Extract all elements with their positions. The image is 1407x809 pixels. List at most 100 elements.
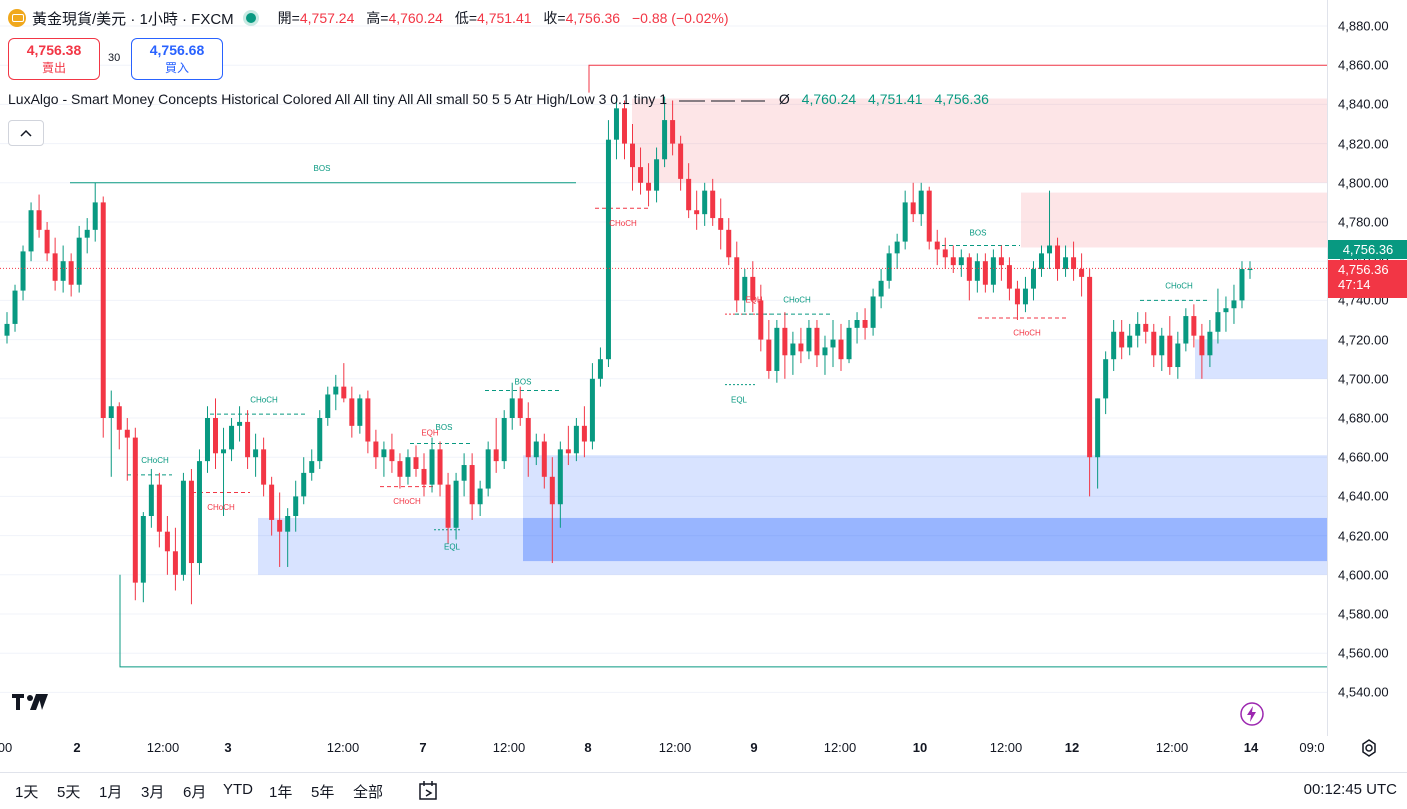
collapse-legend-button[interactable] <box>8 120 44 146</box>
range-button[interactable]: 3月 <box>141 784 165 801</box>
candle-body <box>269 484 275 520</box>
time-axis[interactable]: 00 2 12:00 3 12:00 7 12:00 8 12:00 9 12:00 10 12:00 1… <box>0 736 1327 760</box>
candle-body <box>309 461 315 473</box>
candle-body <box>766 339 772 371</box>
candle-body <box>662 120 668 160</box>
candle-body <box>405 457 411 477</box>
candle-body <box>1095 398 1101 458</box>
candle-body <box>1167 335 1173 368</box>
candle-body <box>180 480 186 575</box>
utc-clock[interactable]: 00:12:45 UTC <box>1303 781 1397 798</box>
candle-body <box>116 406 122 430</box>
time-tick: 12:00 <box>492 740 526 755</box>
candle-body <box>605 139 611 360</box>
candle-body <box>702 190 708 215</box>
candle-body <box>1055 245 1061 270</box>
candle-body <box>1143 323 1149 332</box>
candlestick-chart[interactable]: BOS BOS CHoCH CHoCH EQH CHoCH CHoCH EQL BOS CHoCH… <box>0 0 1327 736</box>
candle-body <box>517 398 523 418</box>
order-block-zone <box>1195 339 1327 379</box>
order-block-zone <box>523 517 1327 562</box>
date-range-calendar-icon[interactable] <box>417 779 441 808</box>
candle-body <box>373 441 379 458</box>
lightning-alert-icon[interactable] <box>1239 701 1265 732</box>
candle-body <box>854 320 860 328</box>
time-tick: 3 <box>224 740 232 755</box>
candle-body <box>477 488 483 505</box>
candle-body <box>686 178 692 211</box>
candle-body <box>1207 331 1213 356</box>
range-button[interactable]: 6月 <box>183 784 207 801</box>
candle-body <box>1239 269 1245 301</box>
chart-settings-gear-icon[interactable] <box>1360 739 1378 762</box>
candle-body <box>1038 253 1044 270</box>
candle-body <box>1063 257 1069 270</box>
structure-label-bos: BOS <box>436 423 453 432</box>
range-button[interactable]: 5年 <box>311 784 335 801</box>
candle-body <box>381 449 387 458</box>
candle-body <box>213 418 219 454</box>
candle-body <box>1223 308 1229 313</box>
symbol-title[interactable]: 黃金現貨/美元 · 1小時 · FXCM <box>32 10 234 28</box>
sell-label: 賣出 <box>41 61 66 75</box>
range-button[interactable]: 1月 <box>99 784 123 801</box>
sell-button[interactable]: 4,756.38 賣出 <box>8 38 100 80</box>
candle-body <box>28 210 34 252</box>
buy-button[interactable]: 4,756.68 買入 <box>131 38 223 80</box>
range-button[interactable]: 1年 <box>269 784 293 801</box>
range-button[interactable]: 5天 <box>57 784 81 801</box>
low-value: 4,751.41 <box>477 10 532 26</box>
chart-plot-area[interactable]: BOS BOS CHoCH CHoCH EQH CHoCH CHoCH EQL BOS CHoCH… <box>0 0 1327 736</box>
candle-body <box>277 519 283 532</box>
candle-body <box>1006 265 1012 289</box>
candle-body <box>333 386 339 395</box>
tradingview-logo[interactable] <box>12 692 50 717</box>
time-tick: 9 <box>750 740 758 755</box>
candle-body <box>638 167 644 183</box>
candle-body <box>76 237 82 285</box>
candle-body <box>4 323 10 336</box>
structure-label-choch: CHoCH <box>393 497 421 506</box>
candle-body <box>509 398 515 418</box>
candle-body <box>758 300 764 340</box>
candle-body <box>734 257 740 301</box>
candle-body <box>413 457 419 469</box>
candle-body <box>541 441 547 477</box>
indicator-legend[interactable]: LuxAlgo - Smart Money Concepts Historica… <box>8 91 989 108</box>
candle-body <box>886 253 892 281</box>
candle-body <box>1175 343 1181 368</box>
candle-body <box>1071 257 1077 270</box>
range-button[interactable]: 1天 <box>15 784 39 801</box>
price-axis[interactable]: 4,880.00 4,860.00 4,840.00 4,820.00 4,800.00… <box>1327 0 1407 736</box>
candle-body <box>573 425 579 454</box>
candle-body <box>148 484 154 516</box>
candle-body <box>814 327 820 356</box>
market-open-status-icon <box>245 13 256 23</box>
time-tick: 10 <box>912 740 928 755</box>
candle-body <box>1022 288 1028 305</box>
structure-label-choch: CHoCH <box>141 456 169 465</box>
ohlc-values: 開=4,757.24 高=4,760.24 低=4,751.41 收=4,756… <box>277 10 729 26</box>
structure-label-choch: CHoCH <box>1013 329 1041 338</box>
candle-body <box>325 394 331 418</box>
structure-label-bos: BOS <box>314 164 331 173</box>
price-tick: 4,720.00 <box>1338 332 1389 348</box>
price-tick: 4,560.00 <box>1338 645 1389 661</box>
candle-body <box>878 280 884 297</box>
candle-body <box>429 449 435 485</box>
range-button[interactable]: 全部 <box>353 784 384 801</box>
line-style-icon <box>677 92 767 108</box>
candle-body <box>910 202 916 215</box>
candle-body <box>613 108 619 140</box>
candle-body <box>485 449 491 489</box>
candle-body <box>1079 269 1085 277</box>
candle-body <box>654 159 660 191</box>
candle-body <box>1247 269 1253 271</box>
candle-body <box>188 480 194 564</box>
price-tick: 4,580.00 <box>1338 606 1389 622</box>
candle-body <box>774 327 780 371</box>
price-tick: 4,540.00 <box>1338 684 1389 700</box>
candle-body <box>60 261 66 281</box>
high-value: 4,760.24 <box>388 10 443 26</box>
range-button[interactable]: YTD <box>223 781 253 798</box>
